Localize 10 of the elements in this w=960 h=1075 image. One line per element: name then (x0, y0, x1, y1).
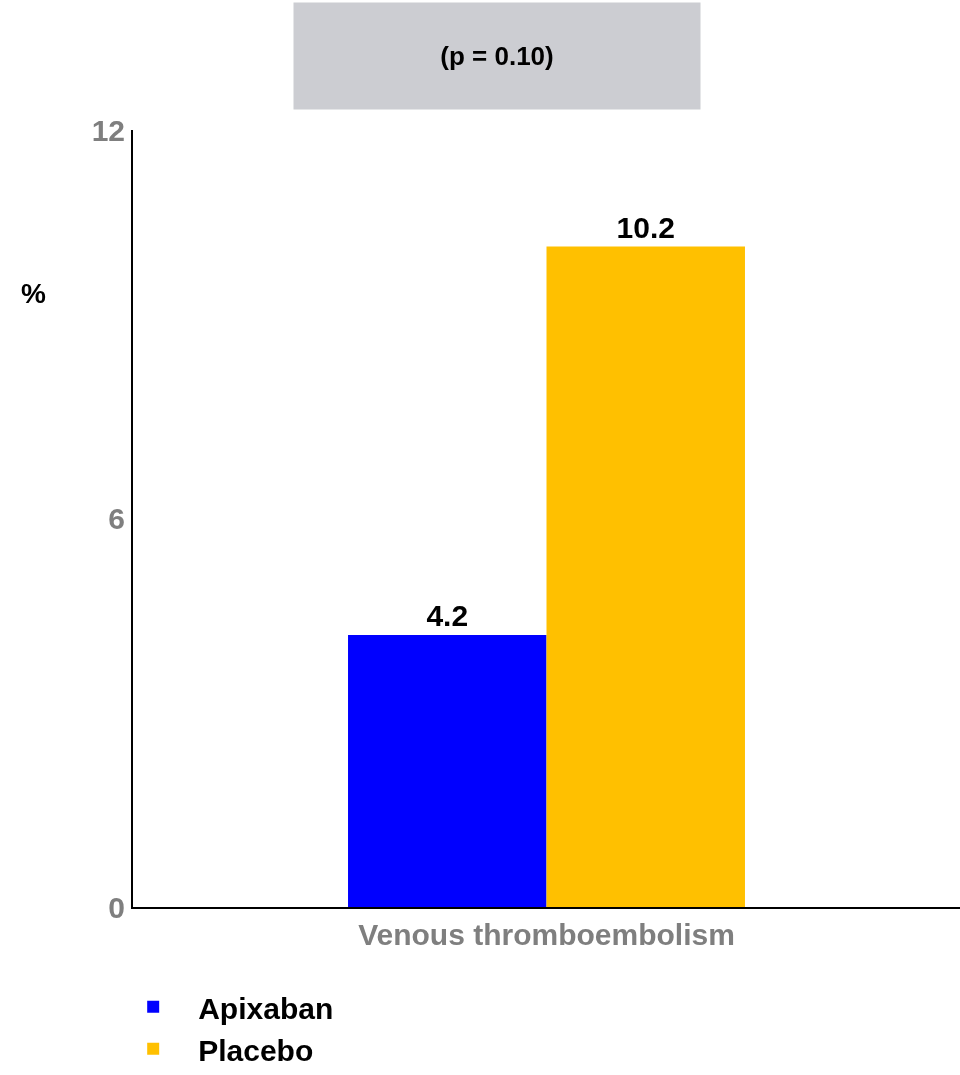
x-tick-label: Venous thromboembolism (358, 918, 735, 951)
legend-label: Placebo (198, 1033, 314, 1067)
text: (p = 0.10) (440, 41, 554, 71)
data-label: 4.2 (426, 599, 469, 633)
y-axis-title: % (21, 278, 46, 309)
data-label: 10.2 (616, 210, 675, 244)
legend-label: Apixaban (198, 991, 334, 1025)
y-tick-label: 6 (108, 502, 125, 535)
y-tick-label: 0 (108, 890, 125, 924)
y-tick-label: 12 (91, 113, 125, 147)
